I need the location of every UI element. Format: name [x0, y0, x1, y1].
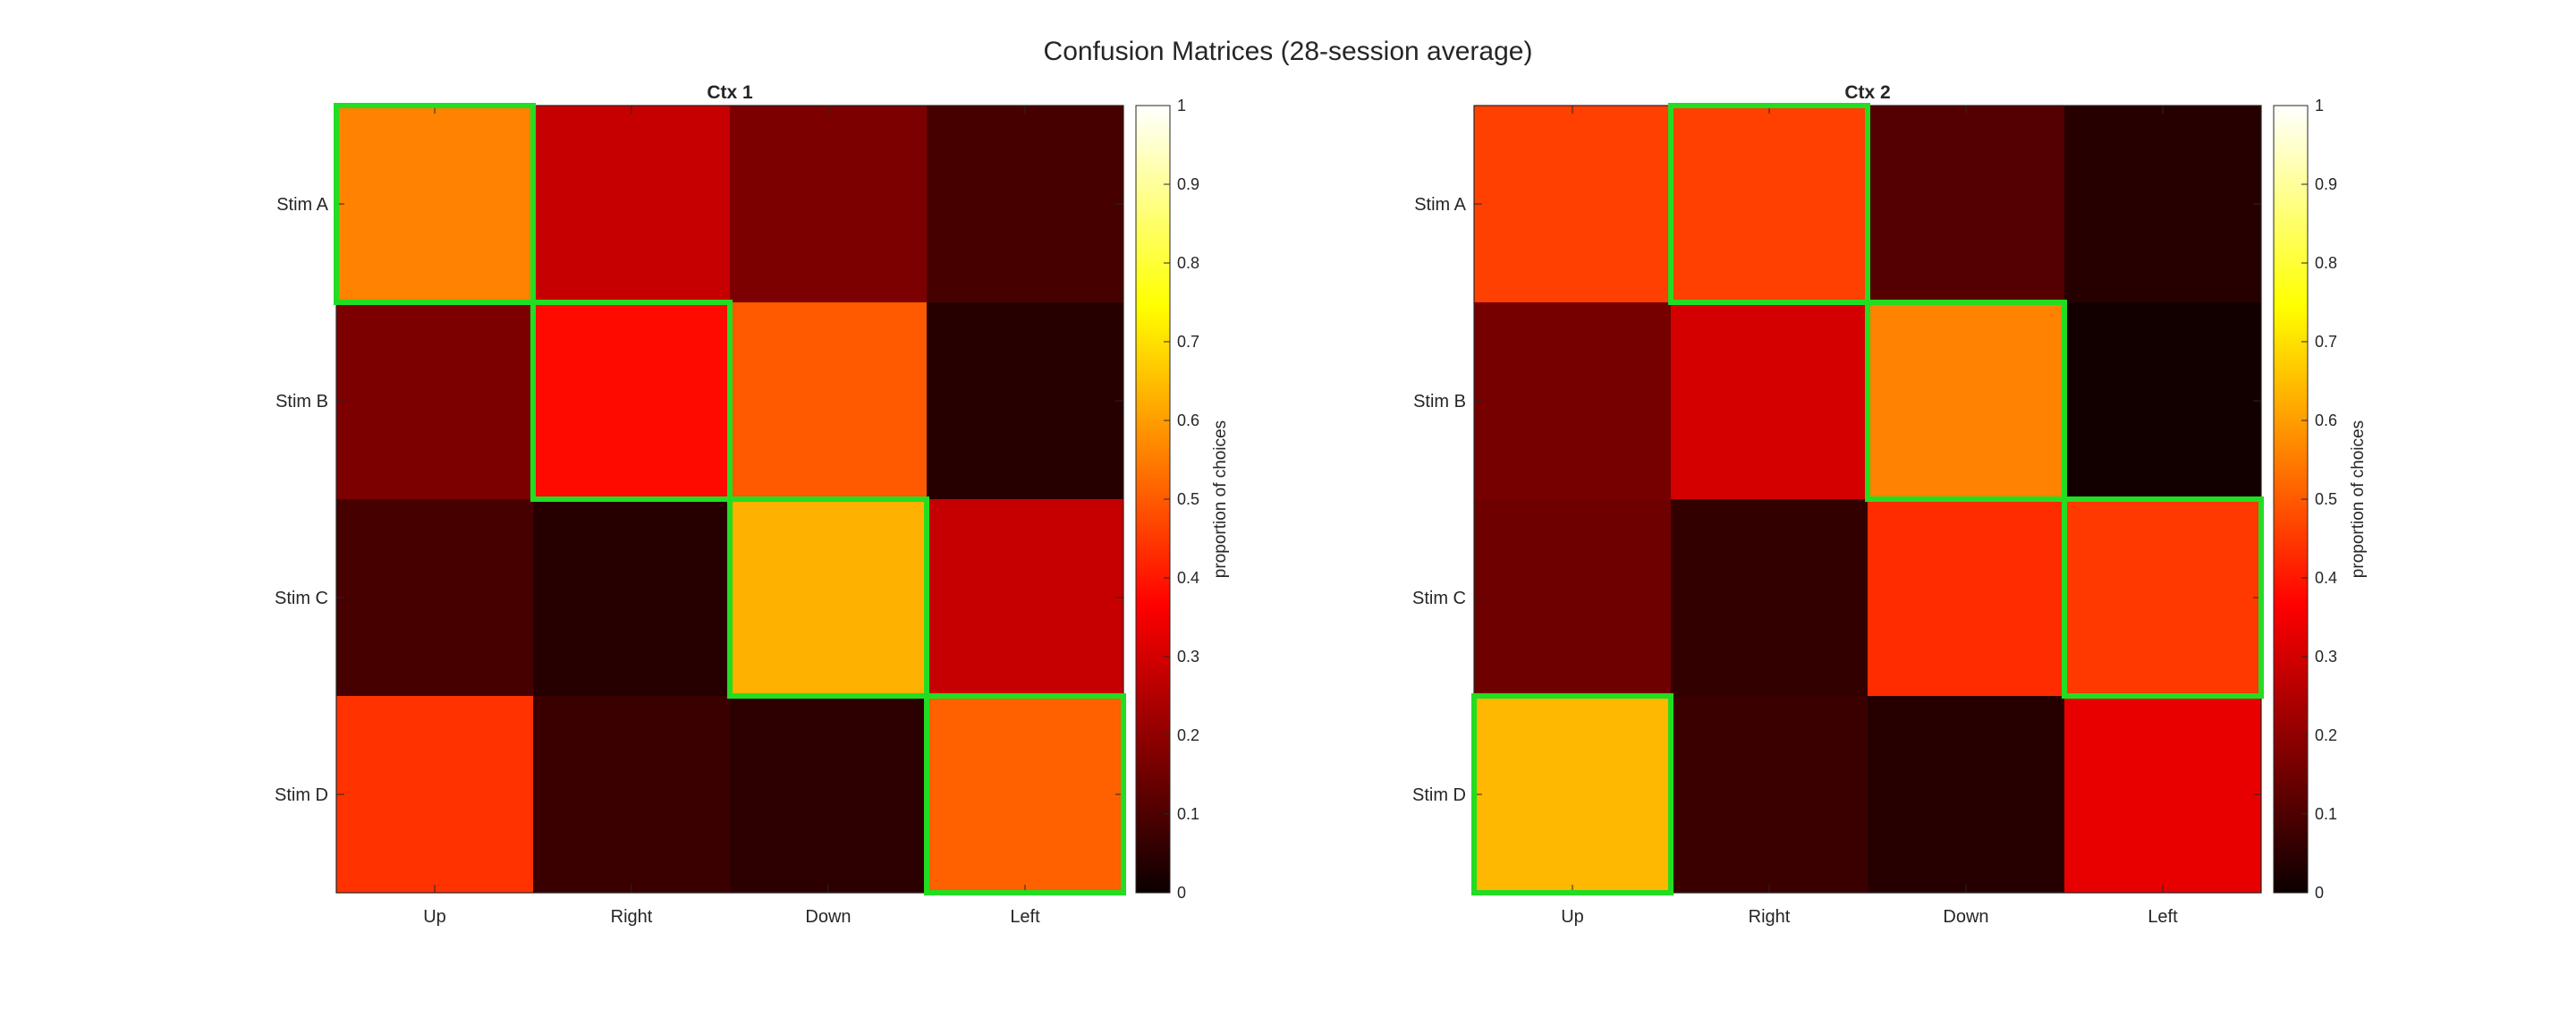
x-tick-label: Down: [1943, 907, 1988, 927]
heatmap-cell: [1474, 106, 1672, 303]
heatmap-cell: [1671, 106, 1868, 303]
highlight-box: [530, 300, 733, 502]
heatmap-panel-1: Ctx 1 Up Right Down Left Stim A Stim B Stim C St…: [275, 82, 1230, 927]
colorbar-tick-label: 0.7: [1177, 333, 1199, 351]
heatmap-cell: [336, 499, 534, 697]
highlight-box: [1865, 300, 2067, 502]
axes-frame: [335, 105, 1124, 894]
colorbar-tick-label: 0.4: [1177, 569, 1199, 587]
heatmap-cell: [2064, 106, 2262, 303]
x-tick-label: Left: [1010, 907, 1040, 927]
heatmap-cell: [336, 106, 534, 303]
heatmap-cell: [336, 302, 534, 500]
heatmap-cell: [927, 302, 1124, 500]
colorbar-label: proportion of choices: [1211, 420, 1230, 578]
colorbar-label: proportion of choices: [2349, 420, 2368, 578]
colorbar-tick-label: 0.9: [1177, 175, 1199, 193]
heatmap-cell: [533, 499, 731, 697]
heatmap-cell: [1671, 696, 1868, 894]
colorbar-tick-label: 0.6: [1177, 411, 1199, 429]
x-tick-label: Down: [805, 907, 851, 927]
heatmap-cell: [1474, 302, 1672, 500]
colorbar-tick-label: 0.4: [2315, 569, 2337, 587]
colorbar-tick-label: 0.2: [2315, 726, 2337, 744]
heatmap-cell: [336, 696, 534, 894]
x-tick-label: Right: [1749, 907, 1791, 927]
colorbar-tick-label: 0: [1177, 884, 1186, 902]
heatmap-cell: [1671, 499, 1868, 697]
colorbar-tick-label: 1: [1177, 97, 1186, 115]
y-tick-label: Stim A: [1414, 195, 1466, 215]
heatmap-cell: [730, 696, 928, 894]
highlight-box: [1471, 693, 1674, 895]
y-tick-label: Stim D: [275, 785, 328, 805]
colorbar-tick-label: 0.5: [2315, 490, 2337, 508]
heatmap-cell: [2064, 302, 2262, 500]
y-tick-label: Stim D: [1412, 785, 1466, 805]
heatmap-cell: [533, 302, 731, 500]
panel-title: Ctx 2: [1844, 82, 1890, 103]
colorbar-tick-label: 1: [2315, 97, 2324, 115]
heatmap-cell: [1474, 499, 1672, 697]
y-tick-label: Stim C: [1412, 589, 1466, 608]
highlight-box: [727, 496, 929, 699]
heatmap-cell: [1474, 696, 1672, 894]
heatmap-cell: [730, 302, 928, 500]
heatmap-cell: [1868, 696, 2065, 894]
heatmap-cell: [1671, 302, 1868, 500]
heatmap-cell: [533, 106, 731, 303]
heatmap-cell: [2064, 499, 2262, 697]
heatmap-cell: [730, 499, 928, 697]
heatmap-cell: [1868, 499, 2065, 697]
y-tick-label: Stim B: [1413, 392, 1466, 411]
heatmap-cell: [1868, 302, 2065, 500]
colorbar-tick-label: 0: [2315, 884, 2324, 902]
colorbar-tick-label: 0.8: [2315, 254, 2337, 272]
figure-title: Confusion Matrices (28-session average): [1044, 37, 1533, 66]
heatmap-cell: [927, 499, 1124, 697]
colorbar-tick-label: 0.1: [1177, 805, 1199, 823]
heatmap-cell: [927, 106, 1124, 303]
heatmap-cell: [927, 696, 1124, 894]
y-tick-label: Stim A: [276, 195, 328, 215]
colorbar-tick-label: 0.3: [2315, 648, 2337, 666]
highlight-box: [1668, 103, 1870, 305]
colorbar-tick-label: 0.6: [2315, 411, 2337, 429]
heatmap-cell: [1868, 106, 2065, 303]
y-tick-label: Stim B: [275, 392, 328, 411]
x-tick-label: Up: [1561, 907, 1584, 927]
colorbar-tick-label: 0.7: [2315, 333, 2337, 351]
highlight-box: [2062, 496, 2264, 699]
colorbar-tick-label: 0.3: [1177, 648, 1199, 666]
heatmap-cell: [533, 696, 731, 894]
y-tick-label: Stim C: [275, 589, 328, 608]
heatmap-cell: [730, 106, 928, 303]
colorbar-tick-label: 0.9: [2315, 175, 2337, 193]
colorbar-tick-label: 0.5: [1177, 490, 1199, 508]
x-tick-label: Left: [2148, 907, 2178, 927]
colorbar-tick-label: 0.1: [2315, 805, 2337, 823]
x-tick-label: Up: [423, 907, 446, 927]
highlight-box: [924, 693, 1126, 895]
x-tick-label: Right: [611, 907, 653, 927]
colorbar-tick-label: 0.2: [1177, 726, 1199, 744]
heatmap-cell: [2064, 696, 2262, 894]
highlight-box: [334, 103, 536, 305]
panel-title: Ctx 1: [707, 82, 753, 103]
colorbar-tick-label: 0.8: [1177, 254, 1199, 272]
heatmap-panel-2: Ctx 2 Up Right Down Left Stim A Stim B Stim C St…: [1412, 82, 2368, 927]
